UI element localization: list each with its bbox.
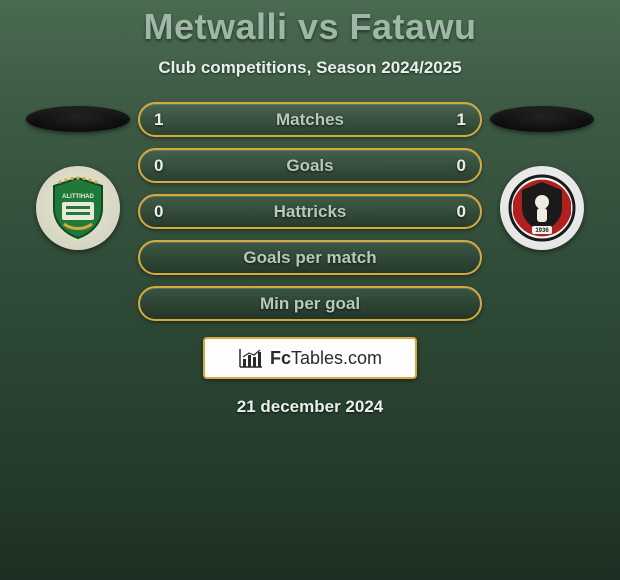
stat-label: Goals per match xyxy=(243,248,376,268)
card-root: Metwalli vs Fatawu Club competitions, Se… xyxy=(0,0,620,417)
bar-chart-icon xyxy=(238,347,264,369)
left-club-crest: ALITTIHAD xyxy=(36,166,120,250)
fctables-link[interactable]: FcTables.com xyxy=(203,337,417,379)
stat-label: Min per goal xyxy=(260,294,360,314)
stat-label: Hattricks xyxy=(274,202,347,222)
stat-label: Matches xyxy=(276,110,344,130)
stat-left-value: 1 xyxy=(154,110,163,130)
stat-right-value: 0 xyxy=(457,156,466,176)
page-title: Metwalli vs Fatawu xyxy=(143,6,476,48)
svg-text:ALITTIHAD: ALITTIHAD xyxy=(62,194,94,200)
right-side: 1936 xyxy=(482,102,602,250)
brand-text: FcTables.com xyxy=(270,348,382,369)
stat-right-value: 1 xyxy=(457,110,466,130)
right-club-crest: 1936 xyxy=(500,166,584,250)
stat-left-value: 0 xyxy=(154,202,163,222)
date-text: 21 december 2024 xyxy=(237,397,384,417)
stat-label: Goals xyxy=(286,156,333,176)
subtitle: Club competitions, Season 2024/2025 xyxy=(158,58,461,78)
stat-right-value: 0 xyxy=(457,202,466,222)
stat-row-min-per-goal: Min per goal xyxy=(138,286,482,321)
comparison-area: ALITTIHAD 1 Matches 1 0 Goals 0 0 Hattri… xyxy=(0,102,620,321)
svg-text:1936: 1936 xyxy=(535,228,549,234)
left-side: ALITTIHAD xyxy=(18,102,138,250)
stat-row-hattricks: 0 Hattricks 0 xyxy=(138,194,482,229)
stat-left-value: 0 xyxy=(154,156,163,176)
left-player-silhouette xyxy=(26,106,130,132)
ghazl-crest-icon: 1936 xyxy=(506,172,578,244)
alittihad-crest-icon: ALITTIHAD xyxy=(42,172,114,244)
stat-row-matches: 1 Matches 1 xyxy=(138,102,482,137)
stat-row-goals-per-match: Goals per match xyxy=(138,240,482,275)
stat-row-goals: 0 Goals 0 xyxy=(138,148,482,183)
right-player-silhouette xyxy=(490,106,594,132)
stat-rows: 1 Matches 1 0 Goals 0 0 Hattricks 0 Goal… xyxy=(138,102,482,321)
